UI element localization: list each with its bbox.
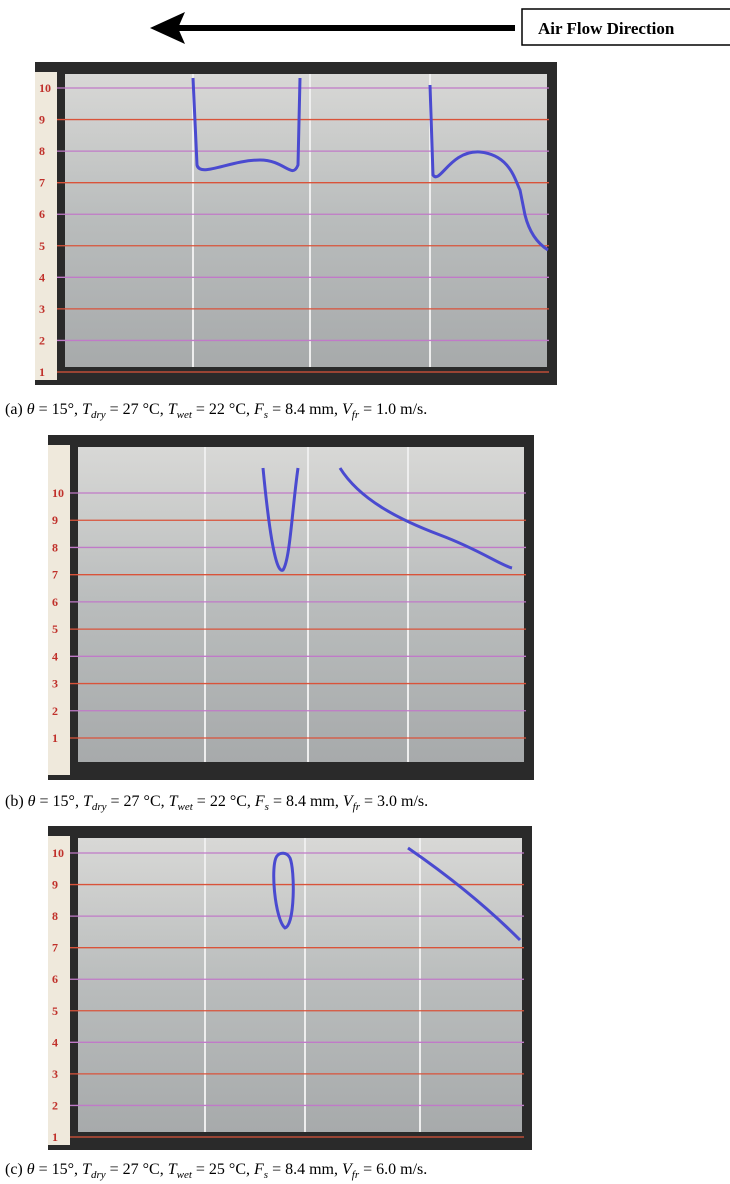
scale-label: 9 — [52, 878, 58, 892]
caption-part: = 15°, — [35, 1161, 82, 1178]
scale-label: 1 — [52, 731, 58, 745]
caption-part: dry — [91, 409, 106, 421]
scale-label: 2 — [39, 333, 45, 347]
scale-label: 3 — [52, 1067, 58, 1081]
scale-label: 3 — [52, 677, 58, 691]
caption-part: = 8.4 mm, — [268, 1161, 342, 1178]
scale-label: 8 — [39, 144, 45, 158]
caption-part: θ — [27, 1161, 35, 1178]
photo: 1 2 3 4 5 6 7 8 9 10 — [48, 435, 534, 780]
caption: (a) θ = 15°, Tdry = 27 °C, Twet = 22 °C,… — [5, 401, 427, 421]
scale-label: 9 — [52, 513, 58, 527]
flow-label: Air Flow Direction — [538, 19, 675, 38]
caption-part: = 8.4 mm, — [268, 401, 342, 418]
scale-label: 6 — [52, 972, 58, 986]
scale-label: 3 — [39, 302, 45, 316]
scale-label: 10 — [52, 846, 64, 860]
scale-label: 5 — [39, 239, 45, 253]
caption-part: = 27 °C, — [106, 401, 168, 418]
caption-part: = 15°, — [36, 793, 83, 810]
scale-label: 8 — [52, 540, 58, 554]
scale-label: 10 — [39, 81, 51, 95]
scale-label: 6 — [52, 595, 58, 609]
caption-part: = 1.0 m/s. — [359, 401, 427, 418]
scale-label: 7 — [39, 176, 45, 190]
scale-label: 5 — [52, 622, 58, 636]
caption: (b) θ = 15°, Tdry = 27 °C, Twet = 22 °C,… — [5, 793, 428, 813]
caption-part: = 27 °C, — [106, 1161, 168, 1178]
scale-label: 7 — [52, 568, 58, 582]
photo: 1 2 3 4 5 6 7 8 9 10 — [35, 62, 557, 385]
scale-label: 4 — [52, 1035, 58, 1049]
caption-part: = 22 °C, — [193, 793, 255, 810]
caption-part: (a) — [5, 401, 27, 418]
scale-label: 4 — [39, 270, 45, 284]
scale-label: 7 — [52, 941, 58, 955]
scale-label: 1 — [39, 365, 45, 379]
caption-part: = 15°, — [35, 401, 82, 418]
caption-part: wet — [177, 409, 193, 421]
caption-part: (c) — [5, 1161, 27, 1178]
caption-part: F — [253, 401, 264, 418]
scale-label: 4 — [52, 649, 58, 663]
photo-surface — [78, 447, 524, 762]
scale-label: 10 — [52, 486, 64, 500]
caption: (c) θ = 15°, Tdry = 27 °C, Twet = 25 °C,… — [5, 1161, 427, 1181]
scale-label: 8 — [52, 909, 58, 923]
scale-label: 1 — [52, 1130, 58, 1144]
caption-part: = 22 °C, — [192, 401, 254, 418]
caption-part: wet — [177, 1169, 193, 1181]
caption-part: F — [253, 1161, 264, 1178]
caption-part: wet — [178, 801, 194, 813]
figure: Air Flow Direction 1 2 3 4 5 6 7 8 9 10 (a) θ = 15… — [0, 0, 730, 1184]
scale-label: 2 — [52, 1098, 58, 1112]
scale-label: 9 — [39, 113, 45, 127]
caption-part: = 27 °C, — [107, 793, 169, 810]
caption-part: = 6.0 m/s. — [359, 1161, 427, 1178]
caption-part: dry — [91, 1169, 106, 1181]
scale-label: 2 — [52, 704, 58, 718]
photo-surface — [65, 74, 547, 367]
page: {"header": {"label": "Air Flow Direction… — [0, 0, 730, 1184]
caption-part: θ — [28, 793, 36, 810]
scale-label: 6 — [39, 207, 45, 221]
caption-part: dry — [92, 801, 107, 813]
photo: 1 2 3 4 5 6 7 8 9 10 — [48, 826, 532, 1150]
caption-part: F — [254, 793, 265, 810]
caption-part: (b) — [5, 793, 28, 810]
caption-part: = 3.0 m/s. — [360, 793, 428, 810]
caption-part: = 25 °C, — [192, 1161, 254, 1178]
scale-label: 5 — [52, 1004, 58, 1018]
caption-part: θ — [27, 401, 35, 418]
caption-part: = 8.4 mm, — [269, 793, 343, 810]
